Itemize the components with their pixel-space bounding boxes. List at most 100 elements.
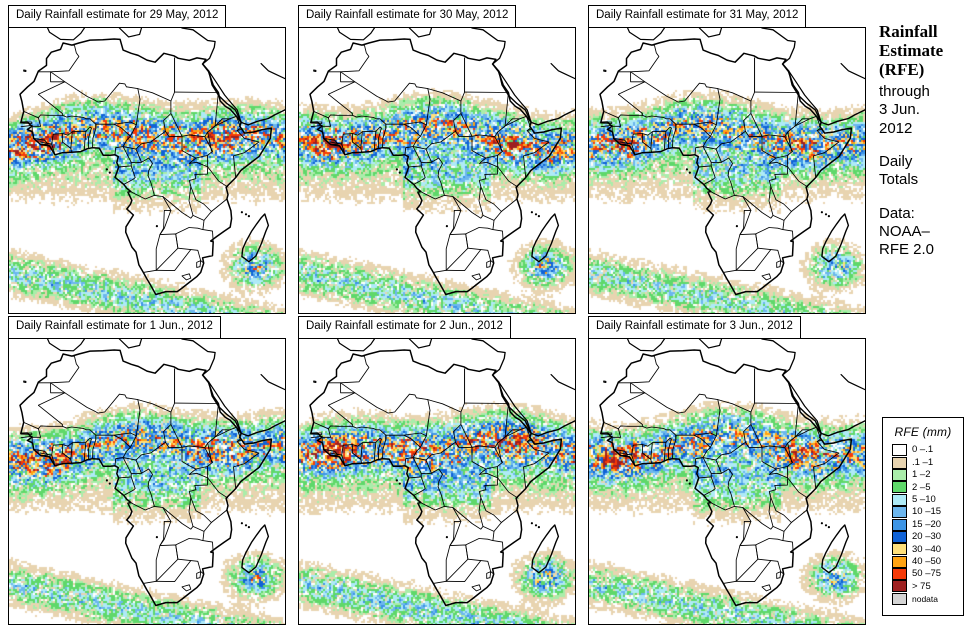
legend-label: 20 –30 — [912, 531, 942, 543]
legend-swatch — [892, 592, 907, 605]
island-marker — [240, 522, 243, 525]
island-marker — [105, 479, 108, 482]
island-marker — [530, 211, 533, 214]
island-marker — [105, 168, 108, 171]
country-outlines — [309, 28, 575, 296]
totals-line-1: Daily — [879, 152, 913, 170]
map-canvas — [8, 338, 286, 625]
island-marker — [398, 171, 401, 174]
legend-row: nodata — [892, 592, 963, 605]
island-marker — [398, 482, 401, 485]
data-label: Data: — [879, 204, 915, 222]
data-source-line-1: NOAA– — [879, 222, 930, 240]
totals-line-2: Totals — [879, 171, 919, 189]
rainfall-raster — [589, 28, 865, 313]
legend-swatch — [892, 543, 907, 556]
legend-rows: 0 –.1.1 –1 1 –2 2 –5 5 –10 10 –15 15 –20 20 –3… — [892, 444, 963, 605]
island-marker — [534, 213, 538, 216]
map-canvas — [588, 338, 866, 625]
data-source-line-2: RFE 2.0 — [879, 241, 935, 259]
legend-label: .1 –1 — [912, 456, 934, 468]
legend-label: 0 –.1 — [912, 444, 934, 456]
map-panel: Daily Rainfall estimate for 30 May, 2012 — [298, 5, 576, 316]
side-title-block: Rainfall Estimate (RFE) through 3 Jun. 2… — [879, 22, 967, 259]
island-marker — [735, 536, 738, 539]
side-title-line-3: (RFE) — [879, 60, 925, 80]
map-canvas — [8, 27, 286, 314]
legend-label: 10 –15 — [912, 506, 942, 518]
legend-label: 1 –2 — [912, 469, 931, 481]
legend-row: > 75 — [892, 580, 963, 593]
legend-label: 5 –10 — [912, 494, 936, 505]
island-marker — [688, 171, 691, 174]
map-canvas — [588, 27, 866, 314]
legend-row: 0 –.1 — [892, 444, 963, 457]
legend-swatch — [892, 555, 907, 568]
panel-title: Daily Rainfall estimate for 31 May, 2012 — [588, 5, 807, 28]
map-panel: Daily Rainfall estimate for 3 Jun., 2012 — [588, 316, 866, 627]
legend: RFE (mm) 0 –.1.1 –1 1 –2 2 –5 5 –10 10 –15 15… — [882, 417, 964, 616]
legend-swatch — [892, 468, 907, 481]
panel-title: Daily Rainfall estimate for 3 Jun., 2012 — [588, 316, 801, 339]
panel-title: Daily Rainfall estimate for 30 May, 2012 — [298, 5, 517, 28]
legend-swatch — [892, 580, 907, 593]
island-marker — [820, 211, 823, 214]
legend-label: 2 –5 — [912, 481, 931, 493]
island-marker — [735, 225, 738, 228]
legend-swatch — [892, 518, 907, 531]
island-marker — [537, 526, 540, 529]
panel-title: Daily Rainfall estimate for 1 Jun., 2012 — [8, 316, 221, 339]
island-marker — [445, 536, 448, 539]
legend-swatch — [892, 530, 907, 543]
side-title-line-2: Estimate — [879, 41, 944, 61]
island-marker — [108, 482, 111, 485]
island-marker — [155, 536, 158, 539]
island-marker — [824, 213, 828, 216]
island-marker — [247, 215, 250, 218]
island-marker — [820, 522, 823, 525]
panel-title: Daily Rainfall estimate for 2 Jun., 2012 — [298, 316, 511, 339]
legend-row: 15 –20 — [892, 518, 963, 531]
legend-label: > 75 — [912, 580, 931, 592]
legend-row: 50 –75 — [892, 568, 963, 581]
legend-label: 50 –75 — [912, 568, 942, 580]
island-marker — [827, 215, 830, 218]
island-marker — [240, 211, 243, 214]
legend-swatch — [892, 568, 907, 581]
rainfall-raster — [9, 339, 285, 624]
island-marker — [534, 524, 538, 527]
through-label: through — [879, 83, 930, 101]
map-panel: Daily Rainfall estimate for 2 Jun., 2012 — [298, 316, 576, 627]
island-marker — [688, 482, 691, 485]
country-outlines — [309, 339, 575, 607]
legend-row: 5 –10 — [892, 493, 963, 506]
map-panel: Daily Rainfall estimate for 31 May, 2012 — [588, 5, 866, 316]
island-marker — [827, 526, 830, 529]
island-marker — [395, 479, 398, 482]
through-date-line-1: 3 Jun. — [879, 101, 920, 119]
panel-title: Daily Rainfall estimate for 29 May, 2012 — [8, 5, 227, 28]
legend-row: 40 –50 — [892, 555, 963, 568]
island-marker — [155, 225, 158, 228]
legend-label: 40 –50 — [912, 555, 942, 567]
rainfall-raster — [299, 28, 575, 313]
map-panel: Daily Rainfall estimate for 29 May, 2012 — [8, 5, 286, 316]
rainfall-raster — [589, 339, 865, 624]
legend-title: RFE (mm) — [894, 425, 952, 439]
legend-swatch — [892, 456, 907, 469]
legend-label: 30 –40 — [912, 543, 942, 555]
map-canvas — [298, 27, 576, 314]
country-outlines — [19, 28, 285, 296]
country-outlines — [599, 339, 865, 607]
legend-row: 10 –15 — [892, 506, 963, 519]
map-canvas — [298, 338, 576, 625]
rainfall-raster — [9, 28, 285, 313]
rainfall-raster — [299, 339, 575, 624]
island-marker — [685, 479, 688, 482]
map-panel: Daily Rainfall estimate for 1 Jun., 2012 — [8, 316, 286, 627]
legend-swatch — [892, 506, 907, 519]
island-marker — [244, 524, 248, 527]
legend-row: 2 –5 — [892, 481, 963, 494]
island-marker — [530, 522, 533, 525]
legend-label: 15 –20 — [912, 518, 942, 530]
